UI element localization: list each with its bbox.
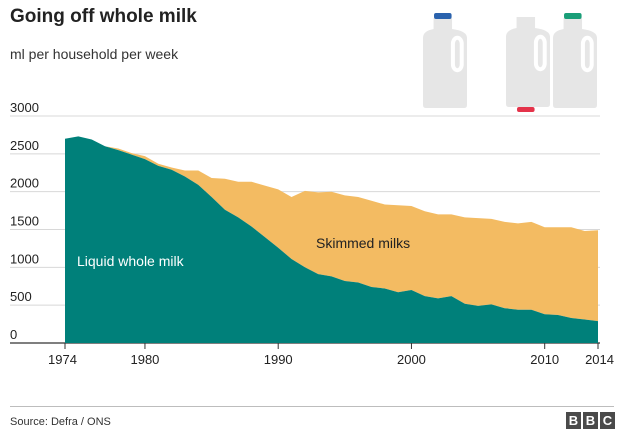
milk-bottle-icon [506,17,550,112]
y-tick-label: 0 [10,327,17,342]
y-axis-ticks: 0 500 1000 1500 2000 2500 3000 [10,100,39,342]
y-tick-label: 2500 [10,138,39,153]
chart-subtitle: ml per household per week [10,46,179,62]
x-tick-label: 1974 [48,352,77,367]
series-label-liquid-whole-milk: Liquid whole milk [77,253,185,269]
x-tick-label: 1980 [130,352,159,367]
source-note: Source: Defra / ONS [10,416,111,428]
bbc-logo-letter: C [600,412,615,429]
y-tick-label: 500 [10,289,32,304]
footer-divider [10,406,614,407]
milk-bottle-icon [423,13,467,108]
milk-bottle-icon [553,13,597,108]
x-tick-label: 2000 [397,352,426,367]
bbc-logo-letter: B [566,412,581,429]
bbc-logo: B B C [566,412,615,429]
series-area-liquid-whole-milk [65,136,598,343]
bbc-logo-letter: B [583,412,598,429]
x-tick-label: 2014 [585,352,614,367]
y-tick-label: 1000 [10,251,39,266]
y-tick-label: 1500 [10,214,39,229]
milk-bottles-illustration [423,13,597,112]
area-series [65,136,598,343]
y-tick-label: 2000 [10,176,39,191]
series-area-skimmed-milks [65,136,598,322]
y-tick-label: 3000 [10,100,39,115]
series-label-skimmed-milks: Skimmed milks [316,235,410,251]
chart-title: Going off whole milk [10,6,197,27]
x-tick-label: 2010 [530,352,559,367]
x-tick-label: 1990 [264,352,293,367]
series-labels: Liquid whole milk Skimmed milks [77,235,410,269]
x-axis-ticks: 1974 1980 1990 2000 2010 2014 [48,343,614,367]
